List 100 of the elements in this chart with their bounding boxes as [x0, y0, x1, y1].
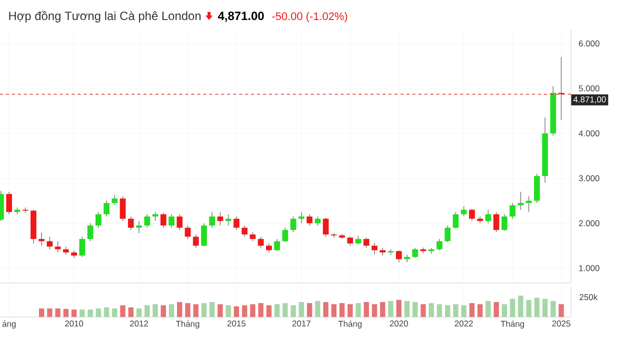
candlestick: [225, 214, 232, 226]
candlestick: [168, 214, 174, 228]
candlestick: [322, 217, 329, 238]
candlestick: [258, 236, 264, 248]
bar: [282, 303, 288, 317]
bar: [372, 304, 378, 317]
candlestick: [242, 225, 248, 238]
x-tick-label: 2022: [454, 320, 473, 327]
bar: [404, 300, 410, 317]
text: 250k: [580, 294, 598, 300]
bar: [112, 308, 118, 317]
candlestick: [363, 237, 370, 248]
candlestick: [234, 216, 240, 230]
candlestick: [87, 222, 94, 242]
candlestick: [274, 238, 280, 252]
candlestick: [485, 209, 492, 224]
bar: [380, 302, 386, 317]
bar: [412, 302, 418, 317]
chart-title: Hợp đồng Tương lai Cà phê London: [9, 10, 201, 22]
bar: [469, 303, 475, 317]
x-tick-label: Tháng: [176, 320, 200, 329]
bar: [461, 305, 466, 317]
candlestick: [330, 232, 337, 238]
bar: [486, 300, 491, 317]
bar: [388, 300, 394, 317]
bar: [185, 303, 190, 317]
candlestick: [412, 248, 418, 258]
bar: [356, 303, 361, 317]
candlestick: [372, 242, 378, 256]
bar: [63, 308, 69, 317]
text: -50.00 (-1.02%): [272, 12, 348, 22]
candlestick: [452, 212, 459, 230]
candlestick: [38, 232, 45, 246]
bar: [242, 305, 248, 317]
bar: [47, 308, 52, 317]
bar: [315, 300, 320, 317]
y-tick-label: 3.000: [578, 175, 600, 182]
bar: [201, 303, 207, 317]
bar: [534, 298, 540, 317]
bar: [558, 304, 564, 317]
bar: [128, 307, 134, 317]
x-tick-label: 2012: [130, 320, 148, 327]
bar: [542, 298, 548, 317]
bar: [168, 304, 174, 317]
candlestick: [290, 216, 296, 233]
y-tick-label: 5.000: [578, 85, 600, 92]
candlestick: [510, 202, 516, 220]
y-tick-label: 1.000: [579, 265, 600, 272]
bar: [55, 308, 60, 317]
bar: [518, 296, 524, 317]
bar: [104, 307, 110, 317]
bar: [494, 302, 499, 317]
bar: [290, 305, 296, 317]
candlestick: [176, 214, 183, 230]
x-tick-label: Tháng: [338, 320, 362, 329]
candlestick: [136, 220, 142, 234]
bar: [453, 304, 458, 317]
bar: [436, 304, 442, 317]
bar: [234, 306, 240, 317]
bar: [323, 302, 328, 317]
candlestick: [95, 212, 102, 228]
bar: [177, 302, 182, 317]
bar: [396, 300, 402, 317]
bar: [420, 304, 426, 317]
bar: [364, 302, 369, 317]
bar: [550, 300, 556, 317]
bar: [96, 308, 102, 317]
bar: [510, 298, 516, 317]
y-tick-label: 2.000: [578, 220, 600, 226]
x-tick-label: 2015: [227, 320, 246, 327]
bar: [502, 304, 508, 317]
x-tick-label: Tháng: [500, 320, 524, 329]
bar: [250, 304, 256, 317]
x-tick-label: áng: [2, 320, 16, 329]
candlestick: [436, 238, 442, 251]
candlestick: [184, 225, 191, 240]
candlestick: [217, 212, 224, 226]
x-tick-label: 2020: [390, 320, 408, 327]
candlestick: [493, 212, 500, 233]
bar: [258, 303, 264, 317]
candlestick: [518, 191, 524, 210]
bar: [71, 310, 77, 317]
bar: [218, 304, 223, 317]
candlestick: [396, 250, 402, 263]
bar: [526, 300, 532, 317]
bar: [274, 304, 280, 317]
bar: [298, 302, 304, 317]
bar: [160, 305, 166, 317]
x-tick-label: 2025: [552, 320, 570, 327]
candlestick: [460, 206, 467, 217]
bar: [444, 305, 450, 317]
x-tick-label: 2010: [65, 320, 84, 327]
candlestick: [306, 214, 312, 226]
chart-subtitle: 4,871.00: [218, 12, 264, 22]
bar: [120, 305, 126, 317]
candlestick: [104, 200, 110, 217]
bar: [152, 304, 158, 317]
bar: [144, 305, 150, 317]
bar: [428, 303, 434, 317]
candlestick: [54, 240, 61, 253]
